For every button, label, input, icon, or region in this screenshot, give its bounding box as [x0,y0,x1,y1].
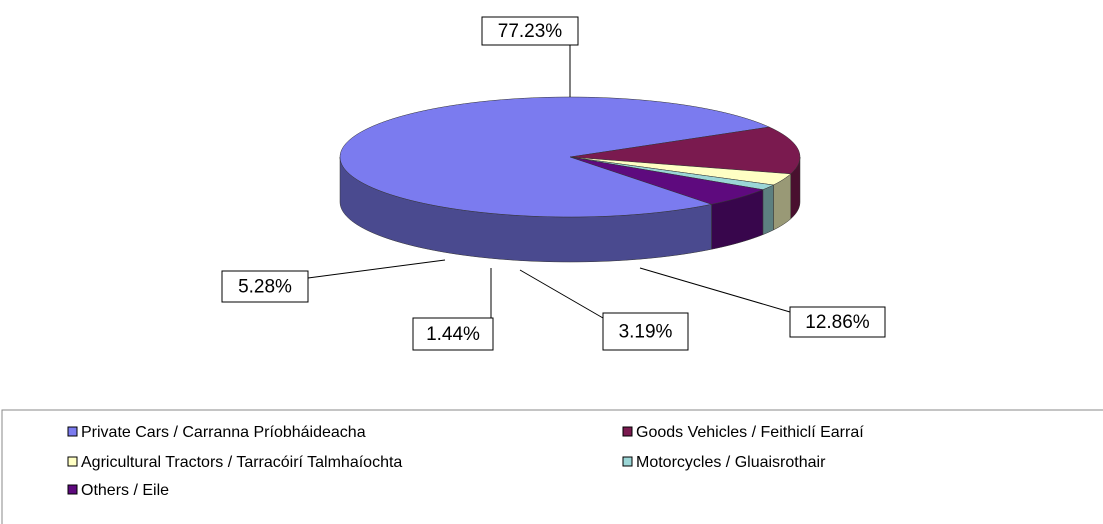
legend-label: Agricultural Tractors / Tarracóirí Talmh… [81,454,402,471]
slice-side [762,184,774,236]
leader-line [307,259,446,279]
data-label: 1.44% [426,324,480,345]
legend-label: Others / Eile [81,482,169,499]
slice [569,156,764,205]
slice [339,96,771,218]
legend-label: Private Cars / Carranna Príobháideacha [81,424,366,441]
legend-label: Motorcycles / Gluaisrothair [636,454,826,471]
legend-box [1,409,1103,524]
slice [569,126,801,175]
legend-swatch [622,426,633,437]
label-box [412,317,494,351]
data-label: 77.23% [498,21,563,42]
label-box [221,270,309,303]
label-box [481,16,579,46]
leader-line [639,267,791,313]
legend-swatch [622,456,633,467]
legend-swatch [67,426,78,437]
legend-label: Goods Vehicles / Feithiclí Earraí [636,424,864,441]
data-label: 5.28% [238,277,292,298]
legend-swatch [67,456,78,467]
data-label: 12.86% [805,312,870,333]
legend-swatch [67,484,78,495]
leader-line [519,269,604,319]
slice [569,156,792,186]
data-label: 3.19% [619,322,673,343]
label-box [789,306,886,338]
label-box [602,312,689,351]
